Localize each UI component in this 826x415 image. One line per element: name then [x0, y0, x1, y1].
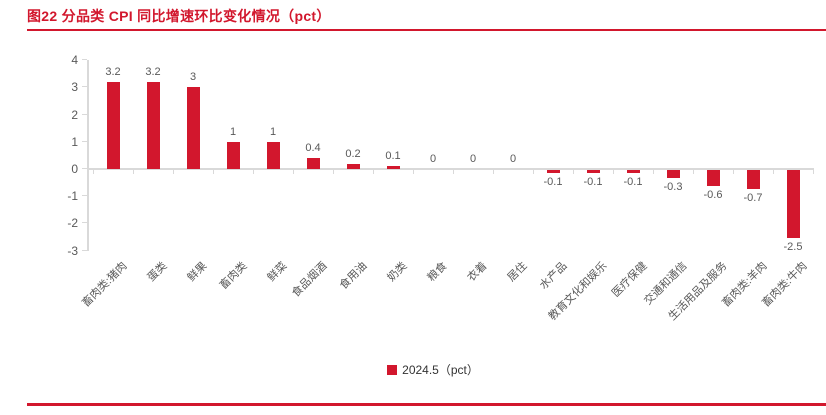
value-label: -0.1 [583, 175, 603, 188]
bar [626, 170, 640, 173]
x-axis-tick [93, 170, 94, 174]
x-axis-tick [373, 170, 374, 174]
value-label: 3 [189, 71, 197, 84]
y-tick-label: 4 [71, 53, 78, 68]
y-axis-tick [82, 168, 87, 169]
category-label: 水产品 [537, 260, 570, 292]
category-label: 奶类 [385, 260, 410, 285]
bar [746, 170, 760, 190]
value-label: 0 [509, 153, 517, 165]
x-axis-tick [253, 170, 254, 174]
y-axis-line [87, 60, 89, 251]
bar [146, 81, 160, 169]
y-tick-label: -1 [67, 189, 78, 204]
y-axis-tick [82, 249, 87, 251]
figure-title: 图22 分品类 CPI 同比增速环比变化情况（pct） [27, 8, 331, 24]
bar [786, 170, 800, 238]
category-label: 蛋类 [145, 260, 170, 285]
value-label: 3.2 [145, 65, 161, 78]
category-label: 畜肉类 [217, 260, 250, 292]
x-axis-tick [493, 170, 494, 174]
bar [306, 158, 320, 169]
value-label: -0.6 [703, 189, 723, 202]
x-axis-tick [293, 170, 294, 174]
category-label: 医疗保健 [609, 260, 650, 300]
value-label: -0.1 [623, 175, 643, 188]
x-axis-tick [693, 170, 694, 174]
x-axis-tick [653, 170, 654, 174]
x-axis-tick [333, 170, 334, 174]
y-axis-tick [82, 113, 87, 115]
category-label: 粮食 [425, 260, 450, 285]
x-axis-tick [733, 170, 734, 174]
bar [186, 87, 200, 169]
x-axis-tick [813, 170, 814, 174]
bar [386, 166, 400, 169]
category-label: 衣着 [465, 260, 490, 285]
y-tick-label: -2 [67, 216, 78, 231]
bar [106, 81, 120, 169]
x-axis-tick [453, 170, 454, 174]
y-tick-label: 2 [71, 107, 78, 122]
bottom-rule [27, 403, 826, 406]
value-label: 0 [429, 153, 437, 165]
bar [586, 170, 600, 173]
category-label: 居住 [505, 260, 530, 285]
legend-swatch-icon [387, 364, 398, 375]
category-label: 鲜果 [185, 260, 210, 285]
value-label: 0.2 [345, 147, 361, 160]
category-label: 畜肉类:猪肉 [79, 260, 130, 310]
legend-label: 2024.5（pct） [402, 363, 479, 377]
x-axis-tick [773, 170, 774, 174]
bar [706, 170, 720, 187]
bar [226, 141, 240, 169]
y-axis-tick [82, 222, 87, 224]
y-axis-tick [82, 140, 87, 142]
title-underline [27, 29, 826, 31]
y-axis-tick [82, 59, 87, 61]
value-label: -2.5 [783, 241, 803, 253]
chart-legend: 2024.5（pct） [40, 361, 826, 378]
y-tick-label: 3 [71, 80, 78, 95]
bar [346, 163, 360, 169]
value-label: -0.7 [743, 192, 763, 205]
value-label: 0 [469, 153, 477, 165]
value-label: 0.1 [385, 150, 401, 163]
value-label: 1 [229, 125, 237, 138]
y-tick-label: -3 [67, 243, 78, 258]
value-label: -0.3 [663, 181, 683, 194]
bar [266, 141, 280, 169]
y-axis-tick [82, 195, 87, 197]
value-label: -0.1 [543, 175, 563, 188]
value-label: 3.2 [105, 65, 121, 78]
category-label: 食用油 [337, 260, 370, 292]
y-tick-label: 0 [71, 162, 78, 176]
x-axis-tick [213, 170, 214, 174]
x-axis-tick [533, 170, 534, 174]
x-axis-tick [573, 170, 574, 174]
x-axis-tick [413, 170, 414, 174]
value-label: 0.4 [305, 142, 321, 155]
bar [666, 170, 680, 179]
y-tick-label: 1 [71, 134, 78, 149]
category-label: 鲜菜 [265, 260, 290, 285]
bar [546, 170, 560, 173]
x-axis-tick [133, 170, 134, 174]
value-label: 1 [269, 125, 277, 138]
category-label: 食品烟酒 [289, 260, 330, 300]
x-axis-line [87, 168, 814, 170]
x-axis-tick [613, 170, 614, 174]
x-axis-tick [173, 170, 174, 174]
y-axis-tick [82, 86, 87, 88]
